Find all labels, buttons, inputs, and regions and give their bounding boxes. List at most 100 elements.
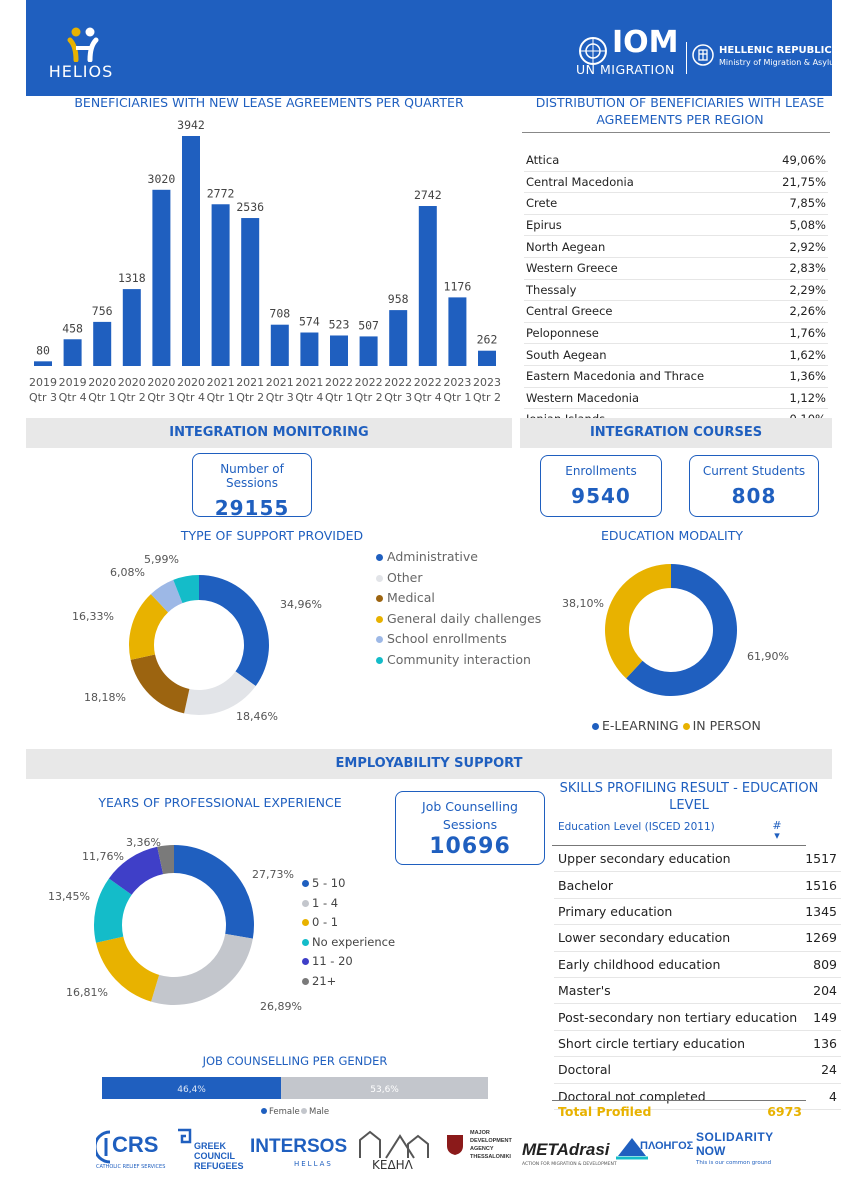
support-data-label: 5,99% [144,553,179,566]
intersos-logo-sub: HELLAS [294,1160,333,1168]
lease-bar [330,335,348,366]
helios-logo-text: HELIOS [48,62,114,81]
lease-x-tick-year: 2021 [266,376,294,389]
skills-count: 24 [801,1056,841,1084]
experience-legend-item[interactable]: No experience [302,933,395,953]
skills-count: 1517 [801,846,841,873]
experience-legend-item[interactable]: 0 - 1 [302,913,395,933]
skills-row: Early childhood education 809 [554,951,841,978]
region-name: Epirus [524,214,765,237]
support-legend-item[interactable]: Administrative [376,547,541,568]
lease-bar [448,297,467,366]
modality-legend-item[interactable]: E-LEARNING [592,718,679,733]
experience-donut-chart: 27,73% 26,89% 16,81% 13,45% 11,76%3,36% [48,836,302,1013]
mda-shield-icon [447,1135,463,1155]
experience-data-label: 3,36% [126,836,161,849]
support-slice [150,579,183,613]
integration-monitoring-band: INTEGRATION MONITORING [26,418,512,448]
plohgos-ship-icon [616,1138,648,1160]
region-name: Thessaly [524,279,765,302]
region-value: 1,62% [764,343,828,366]
region-value: 1,76% [764,322,828,345]
modality-legend-label: IN PERSON [692,718,761,733]
modality-data-label: 38,10% [562,597,604,610]
support-legend-item[interactable]: Medical [376,588,541,609]
gcr-logo-line3: REFUGEES [194,1161,244,1171]
lease-x-tick-quarter: Qtr 4 [295,391,323,404]
region-value: 1,36% [764,365,828,388]
region-value: 2,92% [764,235,828,258]
lease-data-label: 2536 [236,200,264,214]
lease-x-tick-quarter: Qtr 4 [414,391,442,404]
plohgos-logo-text: ΠΛΟΗΓΟΣ [640,1140,694,1152]
region-value: 2,26% [764,300,828,323]
modality-legend-item[interactable]: IN PERSON [682,718,761,733]
experience-data-label: 13,45% [48,890,90,903]
experience-legend-label: 0 - 1 [312,915,339,930]
sort-descending-icon[interactable]: ▾ [774,829,780,842]
lease-chart-title: BENEFICIARIES WITH NEW LEASE AGREEMENTS … [74,95,464,110]
experience-legend-item[interactable]: 1 - 4 [302,894,395,914]
intersos-logo-text: INTERSOS [250,1136,348,1157]
skills-row: Upper secondary education 1517 [554,846,841,873]
lease-x-tick-year: 2022 [414,376,442,389]
skills-col-level: Education Level (ISCED 2011) [558,821,715,833]
region-value: 21,75% [764,171,828,194]
gender-legend-label[interactable]: Female [269,1107,300,1117]
solidarity-logo-line1: SOLIDARITY [696,1130,774,1144]
mda-logo: MAJOR DEVELOPMENT AGENCY THESSALONIKI [446,1130,522,1178]
skills-level: Bachelor [554,871,802,899]
experience-legend-label: 5 - 10 [312,876,346,890]
crs-logo-text: CRS [112,1132,159,1157]
experience-legend-item[interactable]: 11 - 20 [302,952,395,972]
lease-data-label: 2772 [207,186,235,200]
support-legend-label: Other [387,569,423,585]
modality-donut-chart: 61,90% 38,10% [562,564,789,696]
lease-data-label: 458 [62,321,83,335]
ministry-subtitle: Ministry of Migration & Asylum [719,58,843,67]
lease-x-tick-quarter: Qtr 2 [355,391,383,404]
region-name: Eastern Macedonia and Thrace [524,365,765,388]
skills-level: Primary education [554,898,802,926]
lease-x-tick-quarter: Qtr 4 [177,391,205,404]
skills-level: Short circle tertiary education [554,1030,802,1058]
lease-data-label: 756 [92,304,113,318]
gender-legend-label[interactable]: Male [309,1107,329,1117]
experience-legend-item[interactable]: 21+ [302,972,395,992]
un-migration-text: UN MIGRATION [576,62,675,77]
skills-row: Short circle tertiary education 136 [554,1030,841,1058]
skills-level: Post-secondary non tertiary education [554,1003,802,1031]
experience-legend-label: No experience [312,934,396,949]
experience-legend-item[interactable]: 5 - 10 [302,874,395,894]
gcr-square-icon [178,1128,192,1144]
mda-logo-line1: MAJOR [470,1130,490,1136]
lease-x-tick-quarter: Qtr 1 [207,391,235,404]
legend-dot-icon [301,1108,307,1114]
skills-total-label: Total Profiled [558,1104,652,1119]
kedhl-logo-text: ΚΕΔΗΛ [372,1158,413,1172]
legend-dot-icon [376,574,383,582]
lease-data-label: 80 [36,343,50,357]
legend-dot-icon [592,723,599,730]
support-legend-item[interactable]: Other [376,568,541,589]
region-name: Crete [524,192,765,215]
region-row: Western Greece 2,83% [524,257,828,280]
skills-row: Bachelor 1516 [554,871,841,899]
region-name: Attica [524,150,765,172]
experience-data-label: 16,81% [66,986,108,999]
skills-row: Master's 204 [554,977,841,1005]
job-counselling-kpi-value: 10696 [429,834,511,859]
experience-legend-label: 11 - 20 [312,954,353,969]
support-legend-item[interactable]: School enrollments [376,629,541,650]
experience-data-label: 27,73% [252,868,294,881]
skills-row: Primary education 1345 [554,898,841,926]
region-name: Western Macedonia [524,387,765,410]
metadrasi-logo-text: METAdrasi [522,1140,610,1159]
lease-bar [241,218,260,366]
region-row: South Aegean 1,62% [524,343,828,366]
skills-level: Doctoral not completed [554,1083,802,1110]
support-legend-item[interactable]: Community interaction [376,650,541,671]
support-legend-item[interactable]: General daily challenges [376,609,541,630]
lease-data-label: 1318 [118,271,146,285]
